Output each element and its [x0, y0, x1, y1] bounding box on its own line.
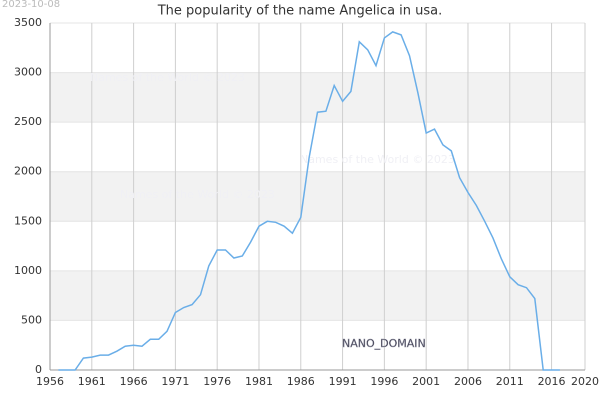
y-tick-label: 500 [21, 313, 42, 326]
x-tick-label: 1991 [329, 375, 357, 388]
grid-band [50, 270, 585, 321]
x-tick-label: 2016 [538, 375, 566, 388]
line [58, 31, 560, 371]
x-tick-label: 2011 [496, 375, 524, 388]
chart-title: The popularity of the name Angelica in u… [157, 4, 443, 19]
y-tick-label: 3500 [14, 16, 42, 29]
x-tick-label: 1981 [245, 375, 273, 388]
watermark: Names of the World © 2023 [90, 71, 245, 84]
x-tick-label: 1976 [203, 375, 231, 388]
grid-band [50, 171, 585, 222]
x-tick-label: 1971 [161, 375, 189, 388]
domain-label: NANO_DOMAIN [342, 337, 426, 350]
x-tick-label: 2020 [571, 375, 599, 388]
y-tick-label: 2000 [14, 165, 42, 178]
x-tick-label: 2001 [412, 375, 440, 388]
x-tick-label: 1986 [287, 375, 315, 388]
watermark: Names of the World © 2023 [120, 188, 275, 201]
y-tick-label: 1500 [14, 214, 42, 227]
y-tick-label: 0 [35, 363, 42, 376]
x-tick-label: 2006 [454, 375, 482, 388]
y-tick-label: 1000 [14, 264, 42, 277]
x-tick-label: 1966 [120, 375, 148, 388]
x-tick-label: 1996 [370, 375, 398, 388]
y-tick-label: 2500 [14, 115, 42, 128]
x-tick-label: 1961 [78, 375, 106, 388]
watermark: Names of the World © 2023 [300, 153, 455, 166]
y-tick-label: 3000 [14, 66, 42, 79]
date-stamp: 2023-10-08 [2, 0, 60, 10]
x-tick-label: 1956 [36, 375, 64, 388]
